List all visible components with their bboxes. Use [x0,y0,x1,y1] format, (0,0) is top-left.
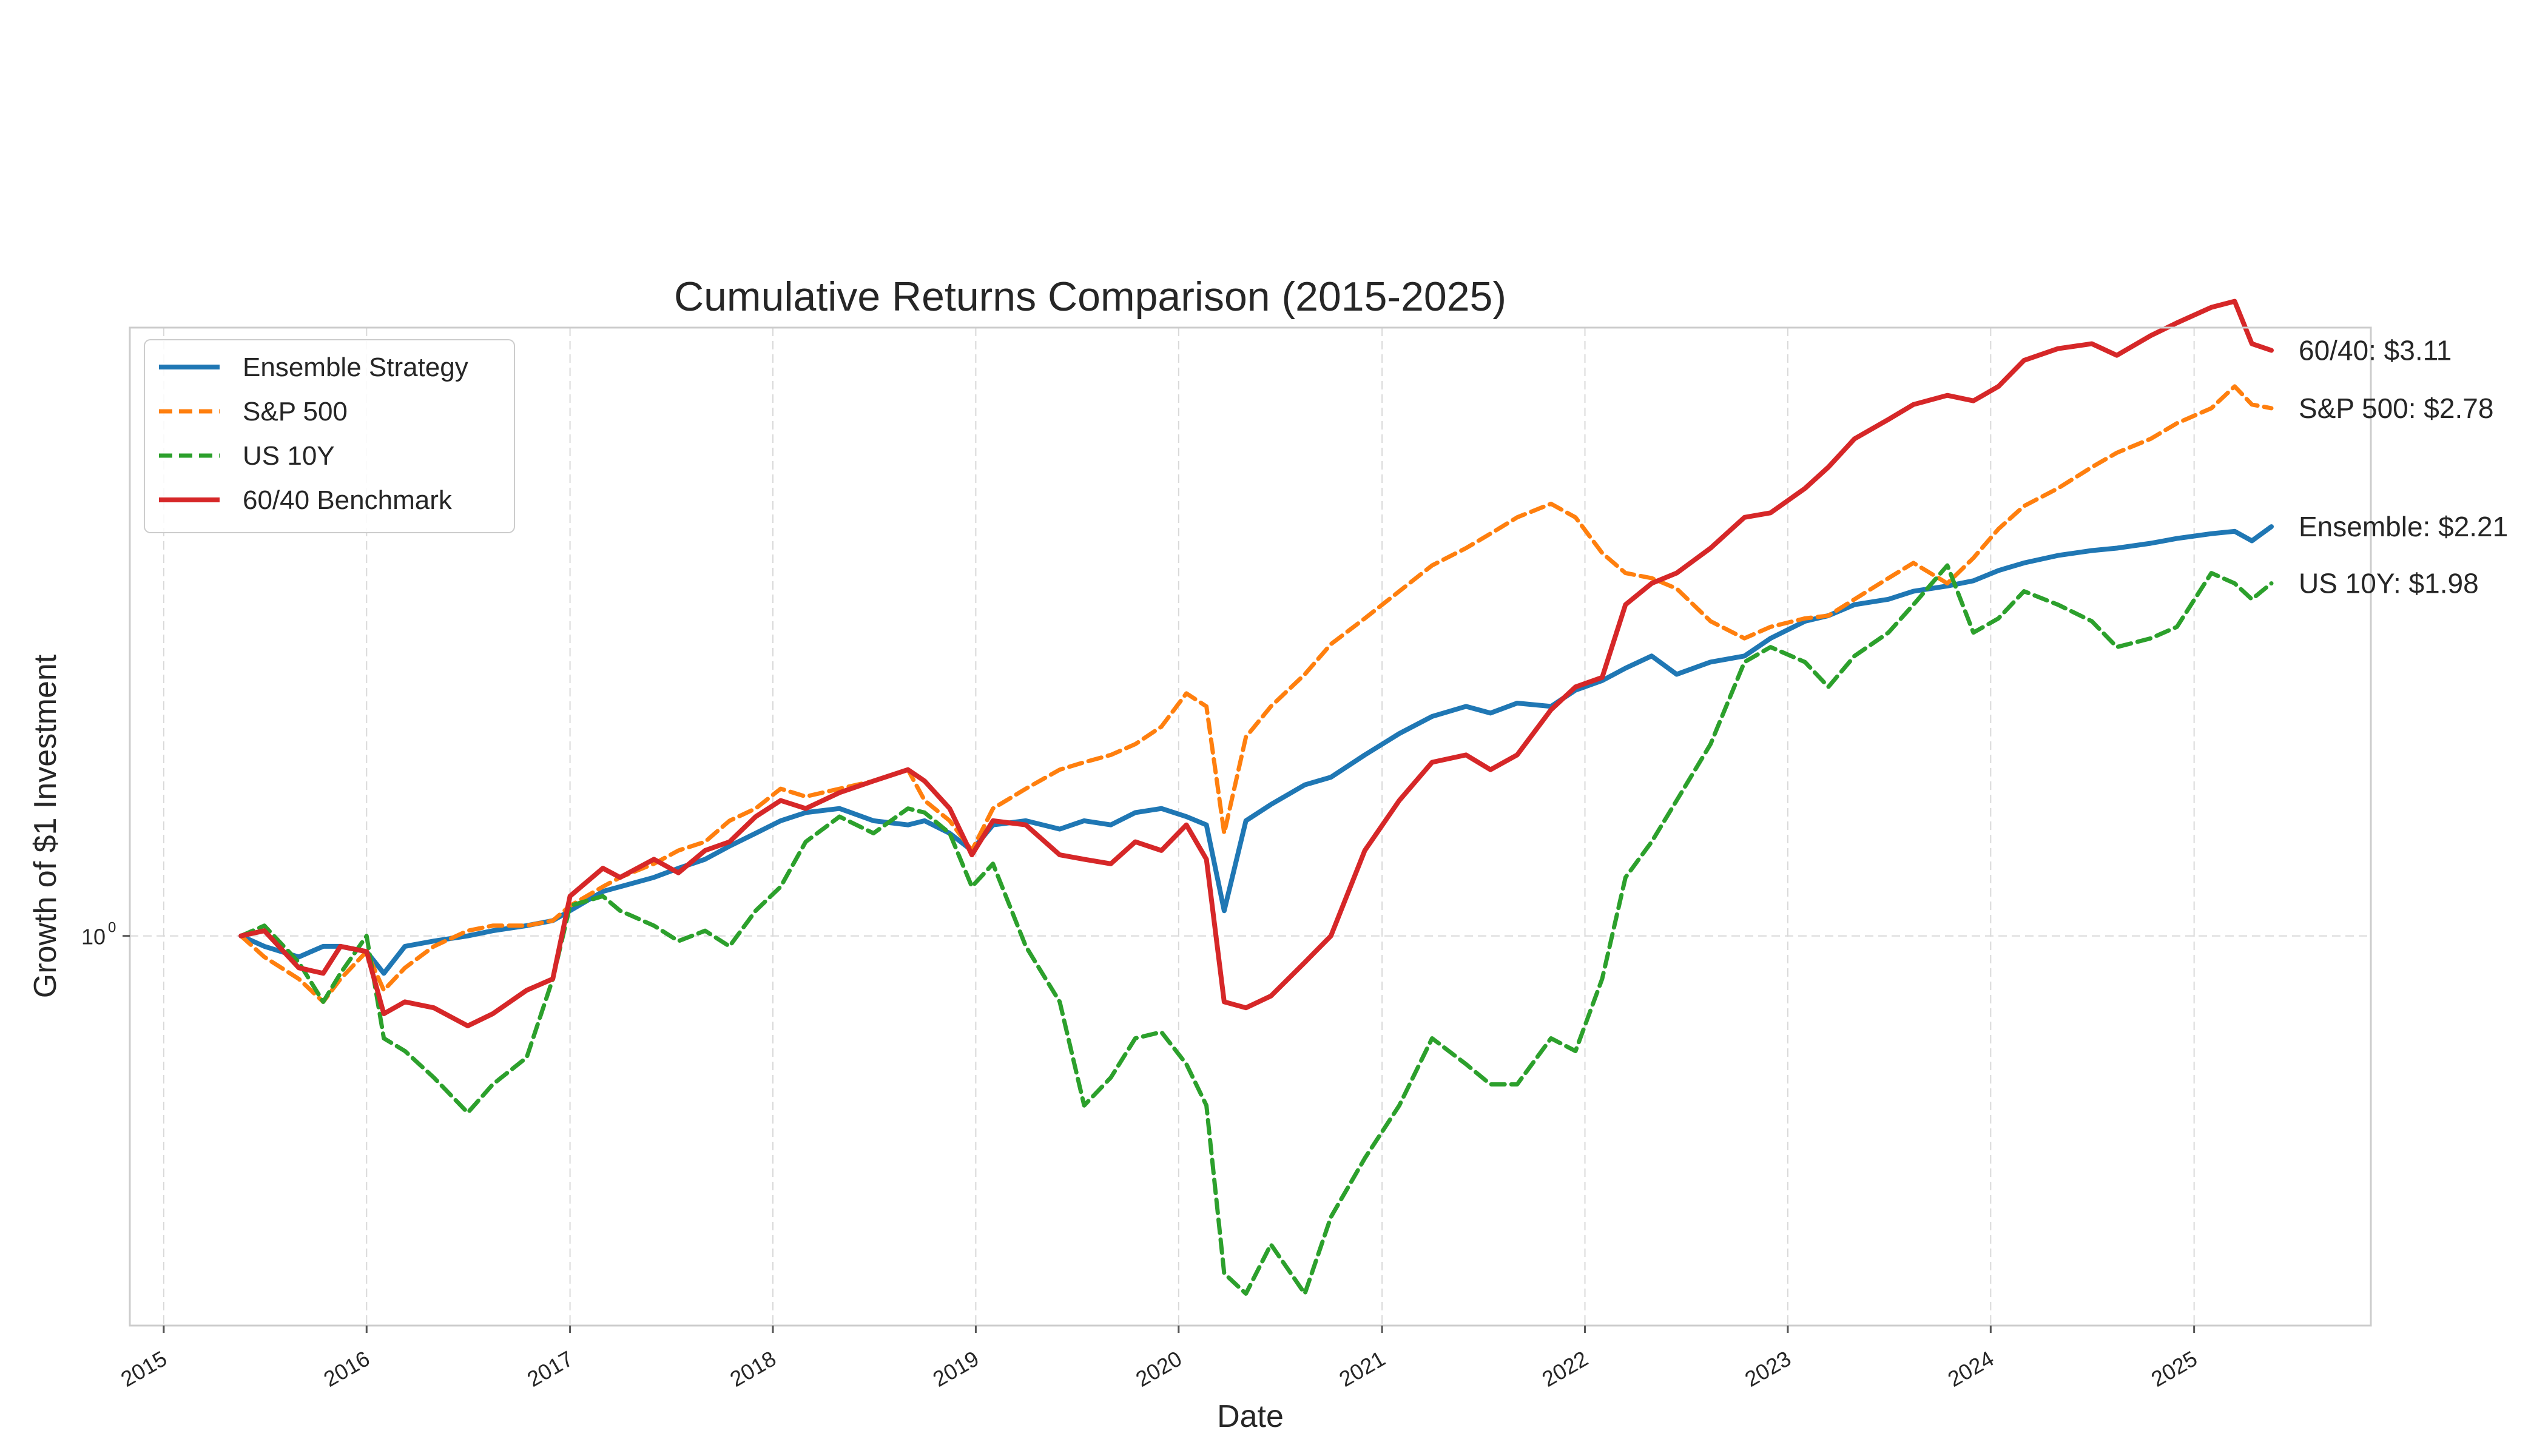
y-axis-ticks: 10 0 [81,920,130,949]
end-value-label: US 10Y: $1.98 [2299,568,2479,599]
legend-label: US 10Y [243,441,335,471]
legend-label: 60/40 Benchmark [243,485,453,515]
y-tick-label: 10 [81,925,106,949]
series-lines [238,298,2274,1296]
legend-label: S&P 500 [243,397,348,426]
x-axis-label: Date [1217,1399,1284,1434]
legend-label: Ensemble Strategy [243,352,468,382]
end-value-label: S&P 500: $2.78 [2299,393,2493,424]
series-line [238,298,2274,1028]
series-line [238,384,2274,1004]
end-value-label: Ensemble: $2.21 [2299,511,2508,542]
end-value-label: 60/40: $3.11 [2299,334,2452,366]
plot-frame [129,326,2372,1327]
y-axis-label: Growth of $1 Investment [28,654,63,998]
chart-title: Cumulative Returns Comparison (2015-2025… [674,274,1506,320]
end-labels: 60/40: $3.11 S&P 500: $2.78 US 10Y: $1.98 E… [2299,334,2508,599]
y-tick-exponent: 0 [108,920,116,936]
legend: Ensemble Strategy S&P 500 US 10Y 60/40 Benc… [144,339,515,533]
legend-box [144,339,515,533]
